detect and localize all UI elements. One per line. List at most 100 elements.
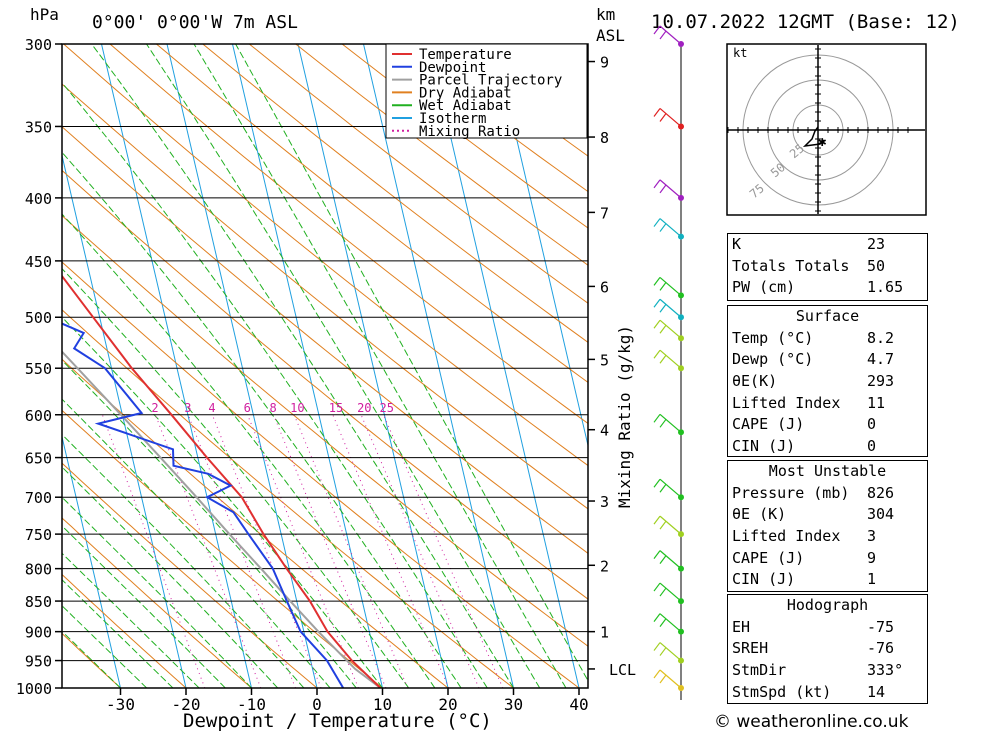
pressure-level-lines <box>62 44 588 688</box>
hodograph-trace <box>802 126 825 148</box>
hodograph-stat-label: SREH <box>732 639 769 658</box>
index-label: K <box>732 235 742 254</box>
hodograph-stats-box: Hodograph EH -75 SREH -76 StmDir 333° StmSpd (… <box>727 594 928 704</box>
most-unstable-value: 826 <box>867 483 895 502</box>
index-value: 50 <box>867 256 886 275</box>
km-label: km <box>596 5 615 24</box>
isotherm <box>297 44 449 688</box>
wet-adiabat <box>62 525 226 688</box>
mixing-ratio-labels: 2 3 4 6 8 10 15 20 25 <box>151 401 394 415</box>
mixing-ratio-label: 2 <box>151 401 158 415</box>
surface-value: 293 <box>867 372 895 391</box>
index-label: PW (cm) <box>732 278 796 297</box>
hodograph-stat-row: EH -75 <box>728 617 927 639</box>
pressure-label: 800 <box>25 561 52 579</box>
wind-barb <box>653 218 682 238</box>
pressure-label: 400 <box>25 190 52 208</box>
index-row: K 23 <box>728 234 927 256</box>
wet-adiabat <box>62 552 200 688</box>
pressure-label: 450 <box>25 253 52 271</box>
pressure-label: 850 <box>25 593 52 611</box>
most-unstable-label: CIN (J) <box>732 570 796 589</box>
most-unstable-box: Most Unstable Pressure (mb) 826 θE (K) 304 L… <box>727 460 928 592</box>
indices-box: K 23 Totals Totals 50 PW (cm) 1.65 <box>727 233 928 301</box>
hodograph-title: Hodograph <box>786 596 869 615</box>
wind-barb <box>653 478 682 498</box>
km-tick-label: 2 <box>600 557 609 575</box>
most-unstable-label: CAPE (J) <box>732 548 805 567</box>
pressure-axis-labels: 300 350 400 450 500 550 600 650 700 750 800 850 900 9… <box>16 36 62 698</box>
mixing-ratio-label: 10 <box>290 401 304 415</box>
km-tick-label: 1 <box>600 624 609 642</box>
isotherm <box>62 434 121 688</box>
wind-barb <box>653 515 682 535</box>
hodograph-stat-row: StmDir 333° <box>728 660 927 682</box>
plot-frame <box>61 43 589 689</box>
hodograph-stat-row: SREH -76 <box>728 638 927 660</box>
hodograph-stat-label: StmDir <box>732 661 787 680</box>
wind-barb <box>653 319 682 339</box>
hodograph-stat-label: StmSpd (kt) <box>732 682 832 701</box>
isotherm <box>232 44 383 688</box>
wet-adiabat <box>62 496 252 688</box>
index-value: 1.65 <box>867 278 904 297</box>
pressure-label: 900 <box>25 624 52 642</box>
mixing-ratio-line <box>293 414 409 688</box>
wet-adiabat <box>62 466 279 688</box>
wind-barb <box>653 550 682 570</box>
dry-adiabat <box>295 44 588 266</box>
dry-adiabat <box>62 462 318 688</box>
hodograph-stat-row: StmSpd (kt) 14 <box>728 681 927 703</box>
most-unstable-value: 3 <box>867 527 877 546</box>
wind-barb <box>653 298 682 318</box>
isotherm <box>62 153 187 688</box>
surface-value: 0 <box>867 415 877 434</box>
mixing-ratio-label: 6 <box>244 401 251 415</box>
most-unstable-title: Most Unstable <box>768 462 887 481</box>
isotherm <box>101 44 252 688</box>
dewpoint-line <box>62 322 345 688</box>
km-tick-label: 9 <box>600 54 609 72</box>
x-tick-label: 30 <box>504 695 523 714</box>
dry-adiabat <box>156 44 588 384</box>
surface-label: θE(K) <box>732 372 778 391</box>
legend-label: Parcel Trajectory <box>419 73 562 89</box>
x-tick-label: -10 <box>237 695 266 714</box>
dry-adiabat <box>341 44 588 229</box>
dry-adiabat <box>62 517 252 688</box>
wet-adiabat <box>146 44 541 688</box>
wind-barb <box>653 107 682 127</box>
surface-row: CAPE (J) 0 <box>728 414 927 436</box>
temperature-axis-ticks: -30 -20 -10 0 10 20 30 40 <box>106 688 589 714</box>
footer-credit: © weatheronline.co.uk <box>714 712 909 732</box>
pressure-label: 300 <box>25 36 52 54</box>
isotherm <box>428 44 580 688</box>
pressure-label: 750 <box>25 526 52 544</box>
most-unstable-row: Lifted Index 3 <box>728 526 927 548</box>
most-unstable-value: 304 <box>867 505 895 524</box>
pressure-label: 650 <box>25 450 52 468</box>
dry-adiabat <box>202 44 588 343</box>
legend-label: Isotherm <box>419 111 486 127</box>
surface-label: Temp (°C) <box>732 328 814 347</box>
dry-adiabat <box>62 83 588 510</box>
mixing-ratio-label: 3 <box>184 401 191 415</box>
legend-label: Dewpoint <box>419 60 486 76</box>
most-unstable-label: Lifted Index <box>732 527 841 546</box>
x-tick-label: 20 <box>438 695 457 714</box>
hodograph-stat-value: 333° <box>867 661 904 680</box>
x-tick-label: 40 <box>569 695 588 714</box>
surface-value: 11 <box>867 393 886 412</box>
mixing-ratio-label: 4 <box>208 401 215 415</box>
mixing-ratio-axis-title: Mixing Ratio (g/kg) <box>615 325 634 508</box>
dry-adiabat <box>62 126 588 554</box>
pressure-label: 600 <box>25 407 52 425</box>
surface-row: Lifted Index 11 <box>728 392 927 414</box>
most-unstable-value: 1 <box>867 570 877 589</box>
wind-barb <box>653 276 682 296</box>
isotherm-lines <box>62 44 588 688</box>
pressure-label: 550 <box>25 360 52 378</box>
surface-row: θE(K) 293 <box>728 371 927 393</box>
wind-barb <box>653 349 682 369</box>
